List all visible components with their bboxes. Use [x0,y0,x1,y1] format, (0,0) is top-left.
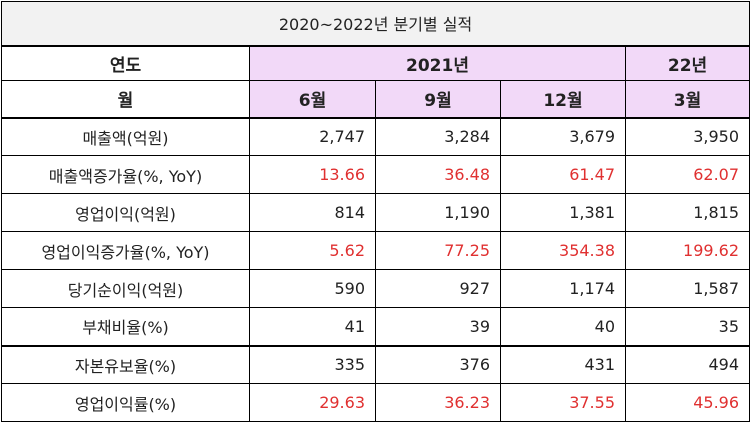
table-row: 영업이익률(%) 29.63 36.23 37.55 45.96 [1,383,750,422]
month-header-9: 9월 [375,80,501,119]
table-body: 매출액(억원) 2,747 3,284 3,679 3,950 매출액증가율(%, YoY… [1,117,750,422]
row-value: 45.96 [624,383,750,422]
row-label: 당기순이익(억원) [1,269,250,308]
row-label: 부채비율(%) [1,307,250,346]
row-value: 1,587 [624,269,750,308]
year-header-label: 연도 [1,45,250,81]
row-value: 29.63 [249,383,376,422]
row-value: 3,679 [500,117,626,156]
table-row: 당기순이익(억원) 590 927 1,174 1,587 [1,269,750,308]
month-header-6: 6월 [249,80,376,119]
row-value: 3,950 [624,117,750,156]
row-value: 77.25 [375,231,501,270]
table-row: 매출액증가율(%, YoY) 13.66 36.48 61.47 62.07 [1,155,750,194]
row-value: 40 [500,307,626,346]
row-value: 36.48 [375,155,501,194]
row-value: 35 [624,307,750,346]
row-value: 199.62 [624,231,750,270]
row-value: 590 [249,269,376,308]
row-value: 41 [249,307,376,346]
row-value: 62.07 [624,155,750,194]
row-label: 영업이익(억원) [1,193,250,232]
year-header-row: 연도 2021년 22년 [1,45,750,81]
title-row: 2020~2022년 분기별 실적 [0,1,750,47]
row-label: 자본유보율(%) [1,344,250,384]
row-value: 335 [249,344,376,384]
row-value: 5.62 [249,231,376,270]
row-value: 39 [375,307,501,346]
month-header-label: 월 [1,80,250,119]
row-value: 494 [624,344,750,384]
table-title: 2020~2022년 분기별 실적 [0,1,750,47]
row-value: 1,174 [500,269,626,308]
month-header-12: 12월 [500,80,626,119]
row-value: 431 [500,344,626,384]
row-value: 61.47 [500,155,626,194]
table-row: 매출액(억원) 2,747 3,284 3,679 3,950 [1,117,750,156]
row-value: 927 [375,269,501,308]
table-row: 부채비율(%) 41 39 40 35 [1,307,750,346]
row-label: 영업이익증가율(%, YoY) [1,231,250,270]
year-22-header: 22년 [624,45,750,81]
row-value: 3,284 [375,117,501,156]
row-value: 1,190 [375,193,501,232]
year-2021-header: 2021년 [249,45,626,81]
table-row: 영업이익(억원) 814 1,190 1,381 1,815 [1,193,750,232]
month-header-row: 월 6월 9월 12월 3월 [1,80,750,119]
row-label: 매출액(억원) [1,117,250,156]
row-value: 2,747 [249,117,376,156]
row-value: 354.38 [500,231,626,270]
month-header-3: 3월 [624,80,750,119]
row-label: 매출액증가율(%, YoY) [1,155,250,194]
row-value: 814 [249,193,376,232]
row-value: 37.55 [500,383,626,422]
row-label: 영업이익률(%) [1,383,250,422]
row-value: 13.66 [249,155,376,194]
row-value: 36.23 [375,383,501,422]
row-value: 376 [375,344,501,384]
table-row: 영업이익증가율(%, YoY) 5.62 77.25 354.38 199.62 [1,231,750,270]
table-row: 자본유보율(%) 335 376 431 494 [1,344,750,384]
row-value: 1,815 [624,193,750,232]
row-value: 1,381 [500,193,626,232]
